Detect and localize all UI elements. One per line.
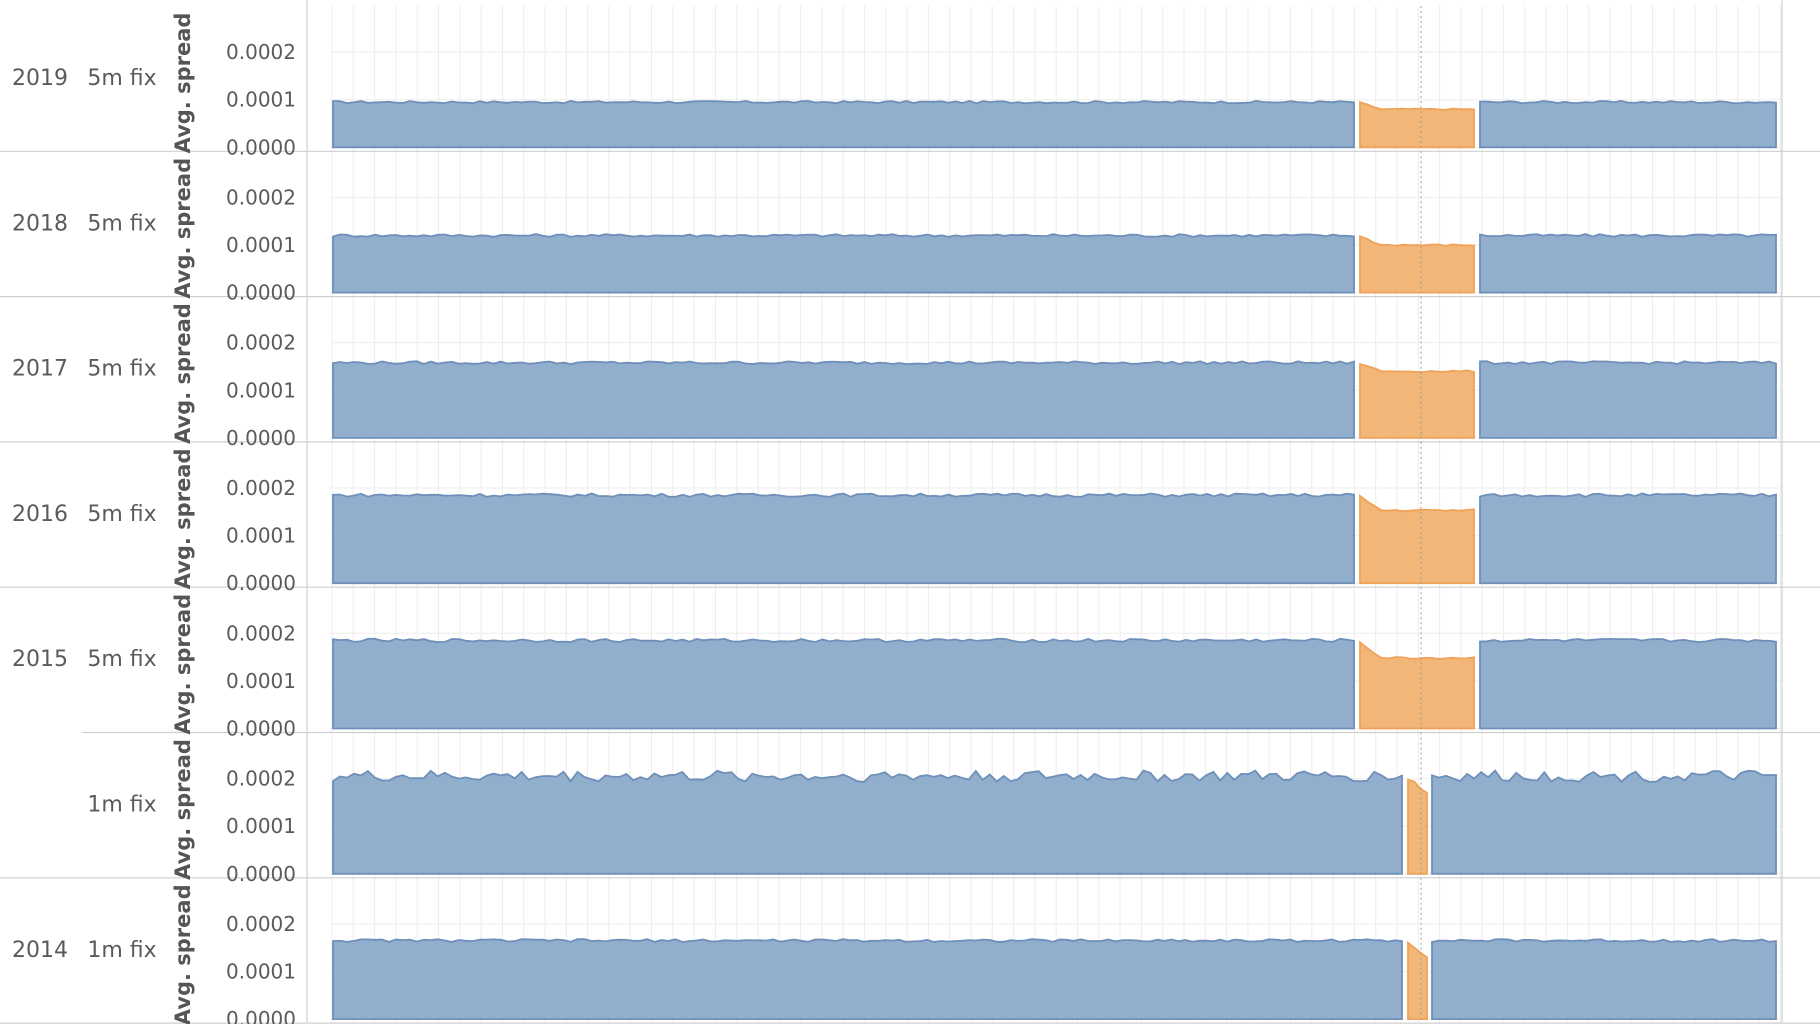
y-axis-title: Avg. spread xyxy=(171,739,195,880)
area-fix-window xyxy=(1359,362,1475,439)
area-after-fix xyxy=(1479,360,1777,439)
panel-row-4: 2016 5m fix 0.0000 0.0001 0.0002 Avg. spread xyxy=(0,441,1820,595)
row-fix-label: 5m fix xyxy=(87,66,156,91)
y-tick-label: 0.0000 xyxy=(226,281,296,305)
y-tick-label: 0.0001 xyxy=(226,669,296,693)
row-fix-label: 5m fix xyxy=(87,211,156,236)
y-tick-label: 0.0000 xyxy=(226,1007,296,1024)
row-fix-label: 1m fix xyxy=(87,938,156,963)
y-tick-label: 0.0001 xyxy=(226,524,296,548)
row-year-label: 2016 xyxy=(12,502,68,527)
y-tick-label: 0.0002 xyxy=(226,185,296,209)
row-year-label: 2014 xyxy=(12,938,68,963)
row-year-label: 2017 xyxy=(12,357,68,382)
y-tick-label: 0.0001 xyxy=(226,233,296,257)
panel-row-2: 2018 5m fix 0.0000 0.0001 0.0002 Avg. spread xyxy=(0,151,1820,305)
panel-row-1: 2019 5m fix 0.0000 0.0001 0.0002 Avg. spread xyxy=(0,6,1820,159)
area-before-fix xyxy=(332,233,1355,294)
row-fix-label: 5m fix xyxy=(87,357,156,382)
y-tick-label: 0.0002 xyxy=(226,476,296,500)
y-tick-label: 0.0000 xyxy=(226,571,296,595)
y-tick-label: 0.0001 xyxy=(226,959,296,983)
area-fix-window xyxy=(1407,940,1428,1020)
area-fix-window xyxy=(1407,778,1428,875)
y-tick-label: 0.0002 xyxy=(226,331,296,355)
panel-row-6: 1m fix 0.0000 0.0001 0.0002 Avg. spread xyxy=(0,732,1820,886)
area-fix-window xyxy=(1359,640,1475,730)
panel-row-3: 2017 5m fix 0.0000 0.0001 0.0002 Avg. spread xyxy=(0,296,1820,450)
row-year-label: 2018 xyxy=(12,211,68,236)
y-tick-label: 0.0001 xyxy=(226,88,296,112)
area-before-fix xyxy=(332,360,1355,439)
y-tick-label: 0.0002 xyxy=(226,912,296,936)
area-fix-window xyxy=(1359,234,1475,294)
row-fix-label: 5m fix xyxy=(87,647,156,672)
y-axis-title: Avg. spread xyxy=(171,13,195,154)
area-fix-window xyxy=(1359,494,1475,585)
y-tick-label: 0.0000 xyxy=(226,135,296,159)
panel-row-5: 2015 5m fix 0.0000 0.0001 0.0002 Avg. spread xyxy=(12,587,1820,741)
y-tick-label: 0.0002 xyxy=(226,40,296,64)
area-before-fix xyxy=(332,637,1355,730)
area-before-fix xyxy=(332,99,1355,149)
row-fix-label: 1m fix xyxy=(87,793,156,818)
y-tick-label: 0.0002 xyxy=(226,767,296,791)
y-tick-label: 0.0002 xyxy=(226,621,296,645)
panel-row-7: 2014 1m fix 0.0000 0.0001 0.0002 Avg. spread xyxy=(0,877,1820,1024)
area-after-fix xyxy=(1479,638,1777,730)
y-tick-label: 0.0000 xyxy=(226,862,296,886)
y-axis-title: Avg. spread xyxy=(171,884,195,1024)
area-before-fix xyxy=(332,938,1403,1020)
y-axis-title: Avg. spread xyxy=(171,594,195,735)
row-year-label: 2015 xyxy=(12,647,68,672)
area-before-fix xyxy=(332,492,1355,585)
y-tick-label: 0.0000 xyxy=(226,717,296,741)
y-tick-label: 0.0001 xyxy=(226,814,296,838)
area-after-fix xyxy=(1479,492,1777,585)
area-after-fix xyxy=(1479,99,1777,149)
area-after-fix xyxy=(1431,938,1777,1020)
y-tick-label: 0.0000 xyxy=(226,426,296,450)
row-year-label: 2019 xyxy=(12,66,68,91)
area-before-fix xyxy=(332,769,1403,875)
y-axis-title: Avg. spread xyxy=(171,158,195,299)
row-fix-label: 5m fix xyxy=(87,502,156,527)
y-tick-label: 0.0001 xyxy=(226,378,296,402)
area-fix-window xyxy=(1359,100,1475,149)
y-axis-title: Avg. spread xyxy=(171,448,195,589)
area-after-fix xyxy=(1431,769,1777,875)
y-axis-title: Avg. spread xyxy=(171,303,195,444)
area-after-fix xyxy=(1479,233,1777,294)
